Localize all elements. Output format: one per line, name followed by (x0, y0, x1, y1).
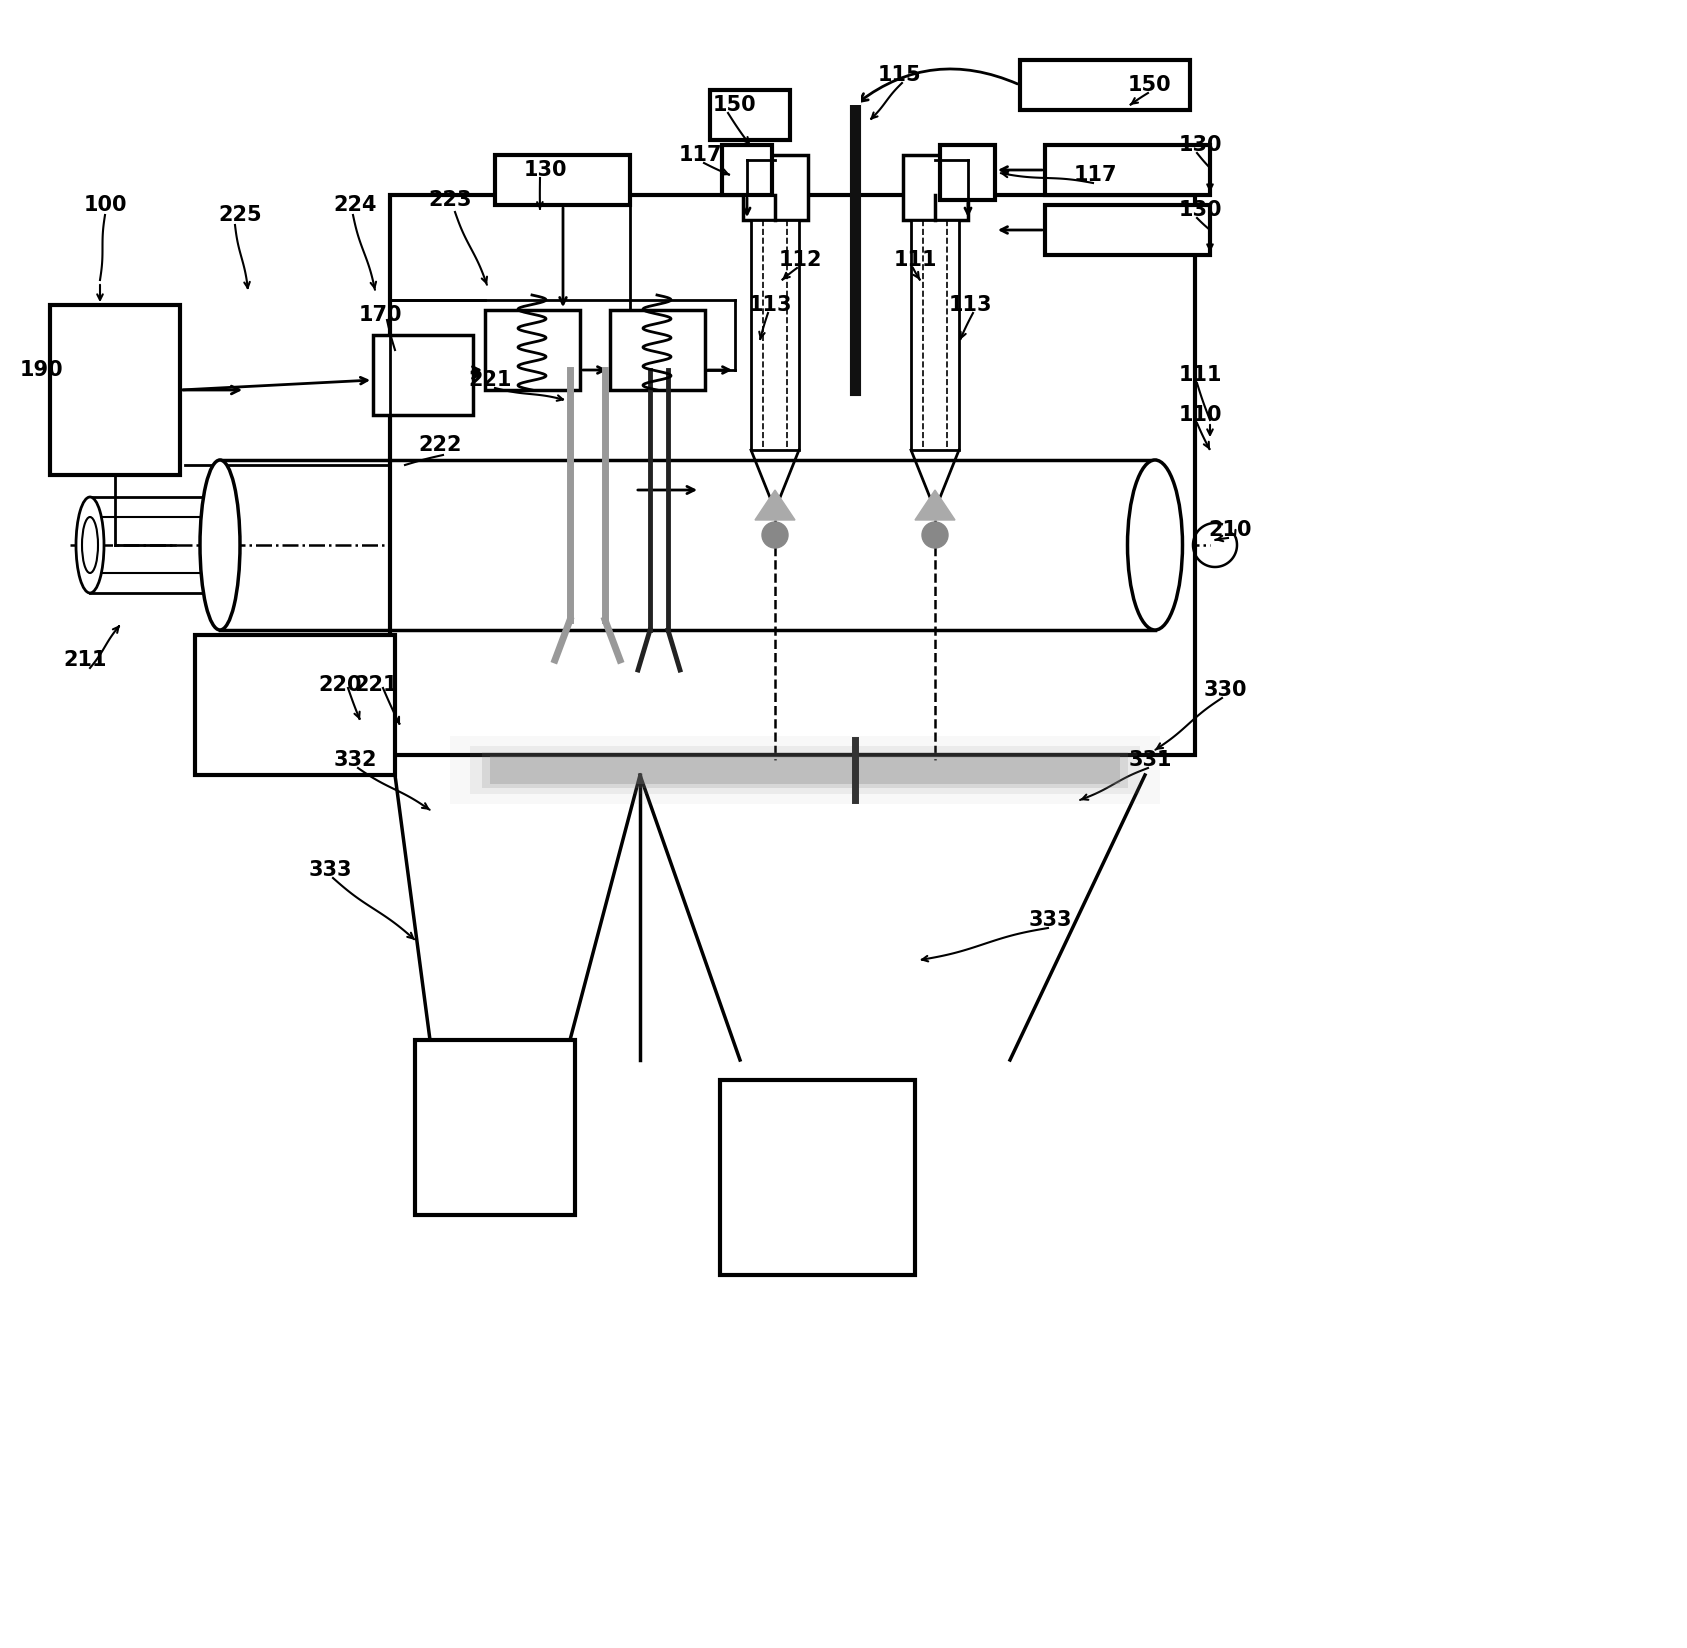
Text: 113: 113 (749, 295, 791, 315)
Bar (51, 305, 181, 475)
Circle shape (923, 522, 948, 549)
Text: 111: 111 (892, 250, 936, 270)
FancyBboxPatch shape (482, 751, 1129, 788)
Text: 100: 100 (83, 194, 127, 214)
Text: 331: 331 (1129, 750, 1172, 770)
Text: 130: 130 (1178, 135, 1221, 155)
Text: 150: 150 (714, 96, 757, 115)
Text: 130: 130 (1178, 199, 1221, 219)
Bar (373, 335, 472, 415)
Text: 130: 130 (523, 160, 567, 180)
Bar (903, 155, 968, 219)
FancyBboxPatch shape (471, 747, 1140, 794)
Bar (611, 310, 705, 391)
Text: 112: 112 (778, 250, 822, 270)
Text: 333: 333 (1029, 910, 1071, 929)
Polygon shape (756, 489, 795, 521)
Bar (1044, 145, 1210, 194)
Bar (494, 155, 629, 204)
Bar (940, 145, 995, 199)
Text: 115: 115 (879, 64, 921, 86)
Bar (742, 155, 808, 219)
Text: 221: 221 (354, 676, 398, 695)
Ellipse shape (83, 517, 98, 574)
Text: 223: 223 (428, 190, 472, 209)
Polygon shape (914, 489, 955, 521)
Circle shape (763, 522, 788, 549)
Text: 330: 330 (1203, 681, 1247, 700)
Text: 170: 170 (358, 305, 402, 325)
Text: 110: 110 (1178, 405, 1221, 425)
Bar (1021, 59, 1189, 110)
Text: 220: 220 (319, 676, 361, 695)
Bar (911, 219, 958, 450)
Bar (196, 634, 395, 775)
Text: 225: 225 (218, 204, 261, 226)
Text: 211: 211 (62, 649, 106, 671)
Bar (484, 310, 580, 391)
Text: 117: 117 (678, 145, 722, 165)
Bar (720, 1079, 914, 1276)
Bar (710, 91, 790, 140)
Bar (722, 145, 773, 194)
Text: 150: 150 (1129, 76, 1172, 96)
FancyBboxPatch shape (489, 756, 1120, 784)
Text: 111: 111 (1178, 364, 1221, 386)
Bar (390, 194, 1194, 755)
Bar (1044, 204, 1210, 255)
Text: 222: 222 (418, 435, 462, 455)
Bar (849, 81, 860, 105)
Ellipse shape (1127, 460, 1183, 630)
Text: 113: 113 (948, 295, 992, 315)
Bar (415, 1040, 575, 1215)
Text: 117: 117 (1073, 165, 1117, 185)
Text: 210: 210 (1208, 521, 1252, 541)
Text: 190: 190 (20, 359, 64, 381)
Text: 221: 221 (469, 371, 511, 391)
Text: 333: 333 (309, 860, 353, 880)
Bar (751, 219, 800, 450)
Text: 224: 224 (334, 194, 376, 214)
FancyBboxPatch shape (450, 737, 1161, 804)
Ellipse shape (76, 498, 105, 593)
Text: 332: 332 (334, 750, 376, 770)
Ellipse shape (201, 460, 240, 630)
